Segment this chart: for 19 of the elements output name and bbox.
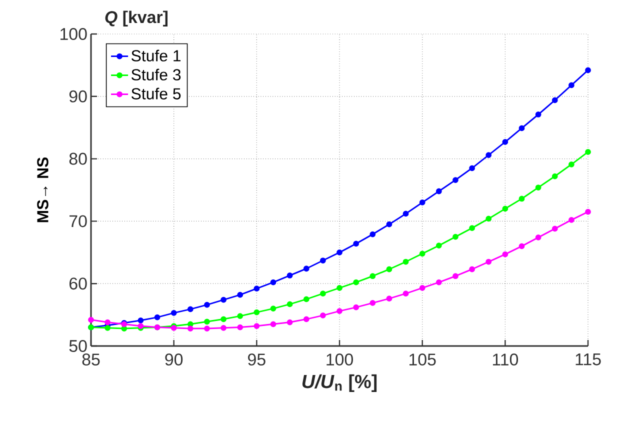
x-tick-label: 100 <box>326 354 353 366</box>
y-tick-label: 50 <box>69 340 87 352</box>
y-tick-label: 90 <box>69 90 87 102</box>
legend-label: Stufe 3 <box>132 68 181 80</box>
x-tick-label: 110 <box>492 354 518 366</box>
x-tick-label: 95 <box>248 354 266 366</box>
x-tick-label: 90 <box>165 354 183 366</box>
y-tick-label: 100 <box>60 28 87 40</box>
legend-label: Stufe 1 <box>132 50 181 62</box>
x-tick-label: 115 <box>576 354 601 366</box>
chart-title: Q [kvar] <box>105 10 168 27</box>
y-tick-label: 60 <box>70 278 87 290</box>
x-axis-title: U/U$_{n}$ [%] <box>302 374 377 392</box>
legend-label: Stufe 5 <box>132 88 181 100</box>
x-tick-label: 85 <box>82 354 100 366</box>
y-axis-title: MS→ NS <box>37 157 48 222</box>
x-tick-label: 105 <box>410 354 436 366</box>
y-tick-label: 70 <box>70 215 87 228</box>
y-tick-label: 80 <box>69 152 87 165</box>
